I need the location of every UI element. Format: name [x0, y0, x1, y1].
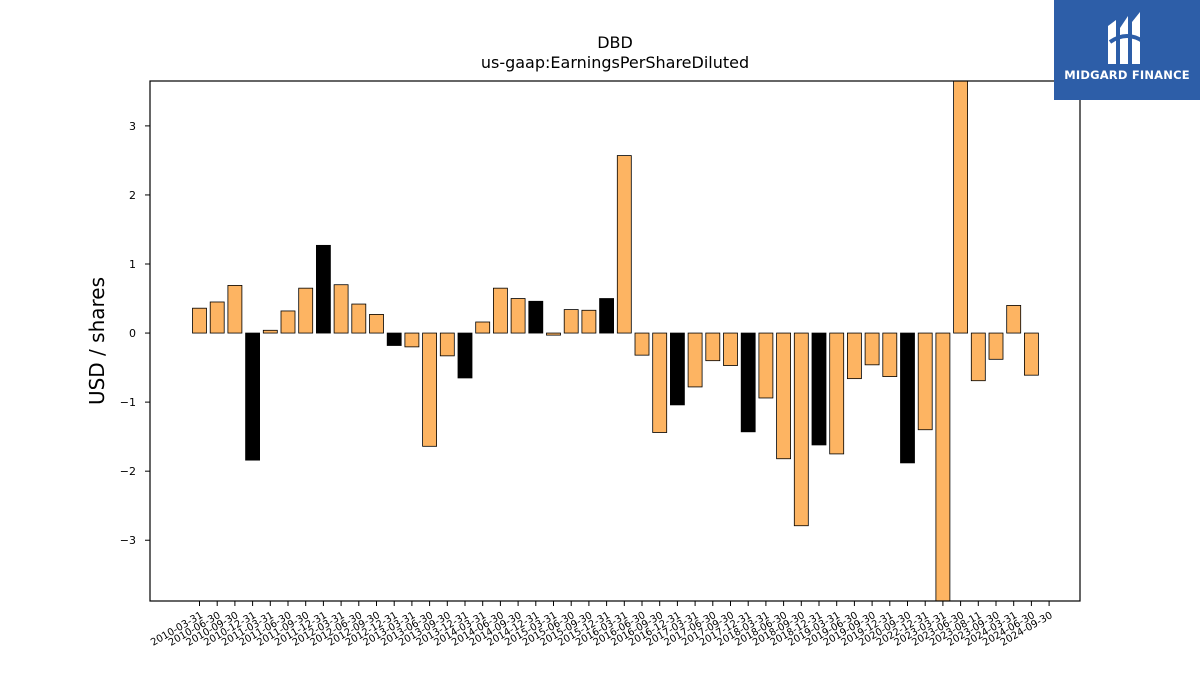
bar-2010-06-30	[209, 301, 225, 334]
bar-2015-09-30	[581, 309, 597, 334]
bar-2013-06-30	[422, 332, 438, 447]
bar-2022-12-31	[917, 332, 933, 431]
midgard-logo-icon	[1108, 12, 1146, 64]
bar-2013-12-31	[457, 332, 473, 379]
bar-2012-06-30	[351, 303, 367, 334]
bar-2023-09-30	[988, 332, 1004, 360]
bar-2016-06-30	[634, 332, 650, 356]
bar-2012-12-31	[386, 332, 402, 346]
bar-2011-12-31	[315, 244, 331, 334]
bar-2013-03-31	[404, 332, 420, 348]
bar-2023-03-31	[935, 332, 951, 602]
bar-2017-03-31	[687, 332, 703, 388]
y-tick-label: −3	[120, 534, 136, 547]
bar-2024-06-30	[1024, 332, 1039, 376]
bar-2016-12-31	[670, 332, 685, 406]
x-axis: 2010-03-312010-06-302010-09-302010-12-31…	[149, 601, 1055, 649]
bar-2014-06-30	[492, 287, 508, 334]
y-axis: 3 2 1 0 −1 −2 −3	[120, 120, 150, 547]
bar-2018-12-31	[811, 332, 827, 446]
bar-2011-06-30	[280, 310, 296, 334]
y-tick-label: 0	[129, 327, 136, 340]
bar-2015-12-31	[599, 298, 614, 334]
bar-2017-12-31	[740, 332, 756, 433]
bar-2018-06-30	[776, 332, 791, 460]
bar-2019-12-31	[882, 332, 898, 377]
bar-2014-09-30	[510, 298, 526, 334]
bar-2011-09-30	[298, 287, 314, 334]
bar-2010-09-30	[227, 285, 243, 334]
bar-2019-06-30	[847, 332, 862, 380]
plot-frame	[149, 80, 1081, 602]
y-tick-label: −2	[120, 465, 136, 478]
bar-2024-03-31	[1006, 305, 1022, 334]
y-tick-label: 2	[129, 189, 136, 202]
bar-2010-12-31	[245, 332, 261, 461]
chart-title: DBD	[597, 33, 633, 52]
bar-2016-03-31	[616, 155, 632, 334]
bar-2015-03-31	[546, 332, 561, 336]
bar-2018-09-30	[793, 332, 809, 527]
bar-series	[192, 80, 1039, 602]
bar-2012-09-30	[369, 314, 384, 334]
bar-2014-12-31	[528, 300, 544, 334]
bar-2014-03-31	[475, 321, 491, 334]
bar-2019-09-30	[864, 332, 880, 366]
bar-2016-09-30	[652, 332, 668, 433]
y-tick-label: 3	[129, 120, 136, 133]
bar-2010-03-31	[192, 307, 207, 334]
chart-subtitle: us-gaap:EarningsPerShareDiluted	[481, 53, 749, 72]
bar-2017-09-30	[723, 332, 738, 366]
bar-2018-03-31	[758, 332, 774, 399]
bar-2013-09-30	[439, 332, 455, 357]
midgard-finance-logo: MIDGARD FINANCE	[1054, 0, 1200, 100]
bar-2017-06-30	[705, 332, 721, 362]
bar-2019-03-31	[829, 332, 845, 455]
bar-2012-03-31	[333, 284, 349, 334]
bar-2015-06-30	[563, 309, 579, 334]
bar-2020-09-30	[900, 332, 915, 464]
y-axis-label: USD / shares	[85, 277, 109, 405]
midgard-logo-text: MIDGARD FINANCE	[1064, 68, 1190, 82]
bar-2023-06-30	[953, 80, 968, 334]
bar-2023-08-11	[970, 332, 986, 382]
y-tick-label: 1	[129, 258, 136, 271]
bar-2011-03-31	[262, 329, 278, 334]
y-tick-label: −1	[120, 396, 136, 409]
